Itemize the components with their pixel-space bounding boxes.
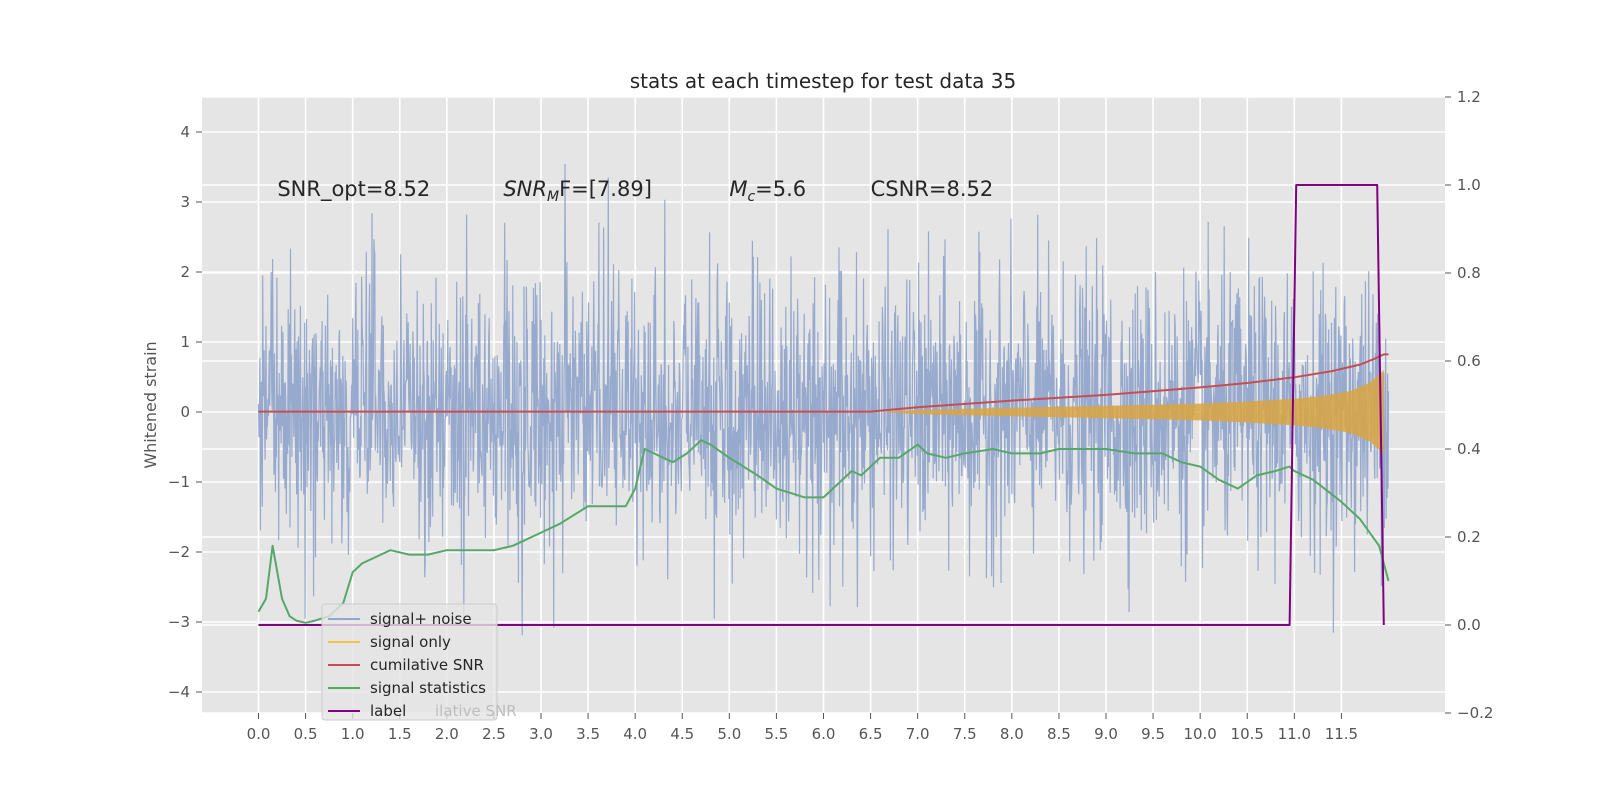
y2-tick-label: 0.4 xyxy=(1457,440,1481,458)
series-signal-only-band xyxy=(880,370,1384,454)
series-label-line xyxy=(258,184,1385,626)
x-tick-label: 9.0 xyxy=(1094,725,1118,743)
x-tick-label: 5.5 xyxy=(764,725,788,743)
legend-label: signal only xyxy=(370,633,451,651)
annotation-text: Mc=5.6 xyxy=(729,177,806,205)
series-signal-noise-line xyxy=(257,164,1390,636)
series-cumilative-snr-line xyxy=(258,353,1389,413)
chart-title: stats at each timestep for test data 35 xyxy=(630,69,1016,93)
y-tick-label: −2 xyxy=(168,543,190,561)
legend-label: signal statistics xyxy=(370,679,486,697)
x-tick-label: 9.5 xyxy=(1141,725,1165,743)
x-tick-label: 6.5 xyxy=(859,725,883,743)
y-axis-label: Whitened strain xyxy=(141,341,160,468)
x-tick-label: 8.0 xyxy=(1000,725,1024,743)
legend-label: signal+ noise xyxy=(370,610,472,628)
y2-tick-label: −0.2 xyxy=(1457,704,1493,722)
x-tick-label: 10.5 xyxy=(1231,725,1264,743)
x-tick-label: 11.0 xyxy=(1278,725,1311,743)
legend: ilative SNR signal+ noise signal only cumil… xyxy=(321,603,517,721)
y2-tick-label: 0.0 xyxy=(1457,616,1481,634)
y-tick-label: 1 xyxy=(180,333,190,351)
y-tick-label: −4 xyxy=(168,683,190,701)
x-tick-label: 11.5 xyxy=(1325,725,1358,743)
legend-label: label xyxy=(370,702,406,720)
x-tick-label: 7.5 xyxy=(953,725,977,743)
x-tick-label: 1.5 xyxy=(388,725,412,743)
y-tick-label: 4 xyxy=(180,123,190,141)
annotation-text: CSNR=8.52 xyxy=(871,177,994,201)
y-tick-label: 3 xyxy=(180,193,190,211)
y-tick-label: 2 xyxy=(180,263,190,281)
y-tick-label: −1 xyxy=(168,473,190,491)
x-tick-label: 4.0 xyxy=(623,725,647,743)
annotations: SNR_opt=8.52 SNRMF=[7.89] Mc=5.6 CSNR=8.52 xyxy=(277,177,993,205)
y2-tick-label: 0.2 xyxy=(1457,528,1481,546)
series-signal-statistics-line xyxy=(257,439,1390,624)
y-tick-label: −3 xyxy=(168,613,190,631)
x-tick-label: 6.0 xyxy=(812,725,836,743)
y2-tick-label: 0.6 xyxy=(1457,352,1481,370)
x-tick-label: 1.0 xyxy=(341,725,365,743)
series-layer xyxy=(257,164,1390,636)
x-tick-label: 0.5 xyxy=(294,725,318,743)
x-tick-label: 2.0 xyxy=(435,725,459,743)
legend-box xyxy=(321,603,498,721)
annotation-text: SNRMF=[7.89] xyxy=(503,177,652,205)
x-tick-label: 10.0 xyxy=(1183,725,1216,743)
x-tick-label: 3.0 xyxy=(529,725,553,743)
y-tick-label: 0 xyxy=(180,403,190,421)
annotation-text: SNR_opt=8.52 xyxy=(277,177,430,202)
legend-ghost-text: ilative SNR xyxy=(435,702,517,720)
y2-tick-label: 0.8 xyxy=(1457,264,1481,282)
x-tick-label: 4.5 xyxy=(670,725,694,743)
x-tick-label: 3.5 xyxy=(576,725,600,743)
x-tick-label: 0.0 xyxy=(247,725,271,743)
x-tick-label: 5.0 xyxy=(717,725,741,743)
x-tick-label: 7.0 xyxy=(906,725,930,743)
x-tick-label: 8.5 xyxy=(1047,725,1071,743)
y2-tick-label: 1.2 xyxy=(1457,88,1481,106)
y2-tick-label: 1.0 xyxy=(1457,176,1481,194)
x-tick-label: 2.5 xyxy=(482,725,506,743)
axes: 0.0 0.5 1.0 1.5 2.0 2.5 3.0 3.5 4.0 4.5 5.0 5.5 6.0 6… xyxy=(168,88,1494,743)
legend-label: cumilative SNR xyxy=(370,656,484,674)
